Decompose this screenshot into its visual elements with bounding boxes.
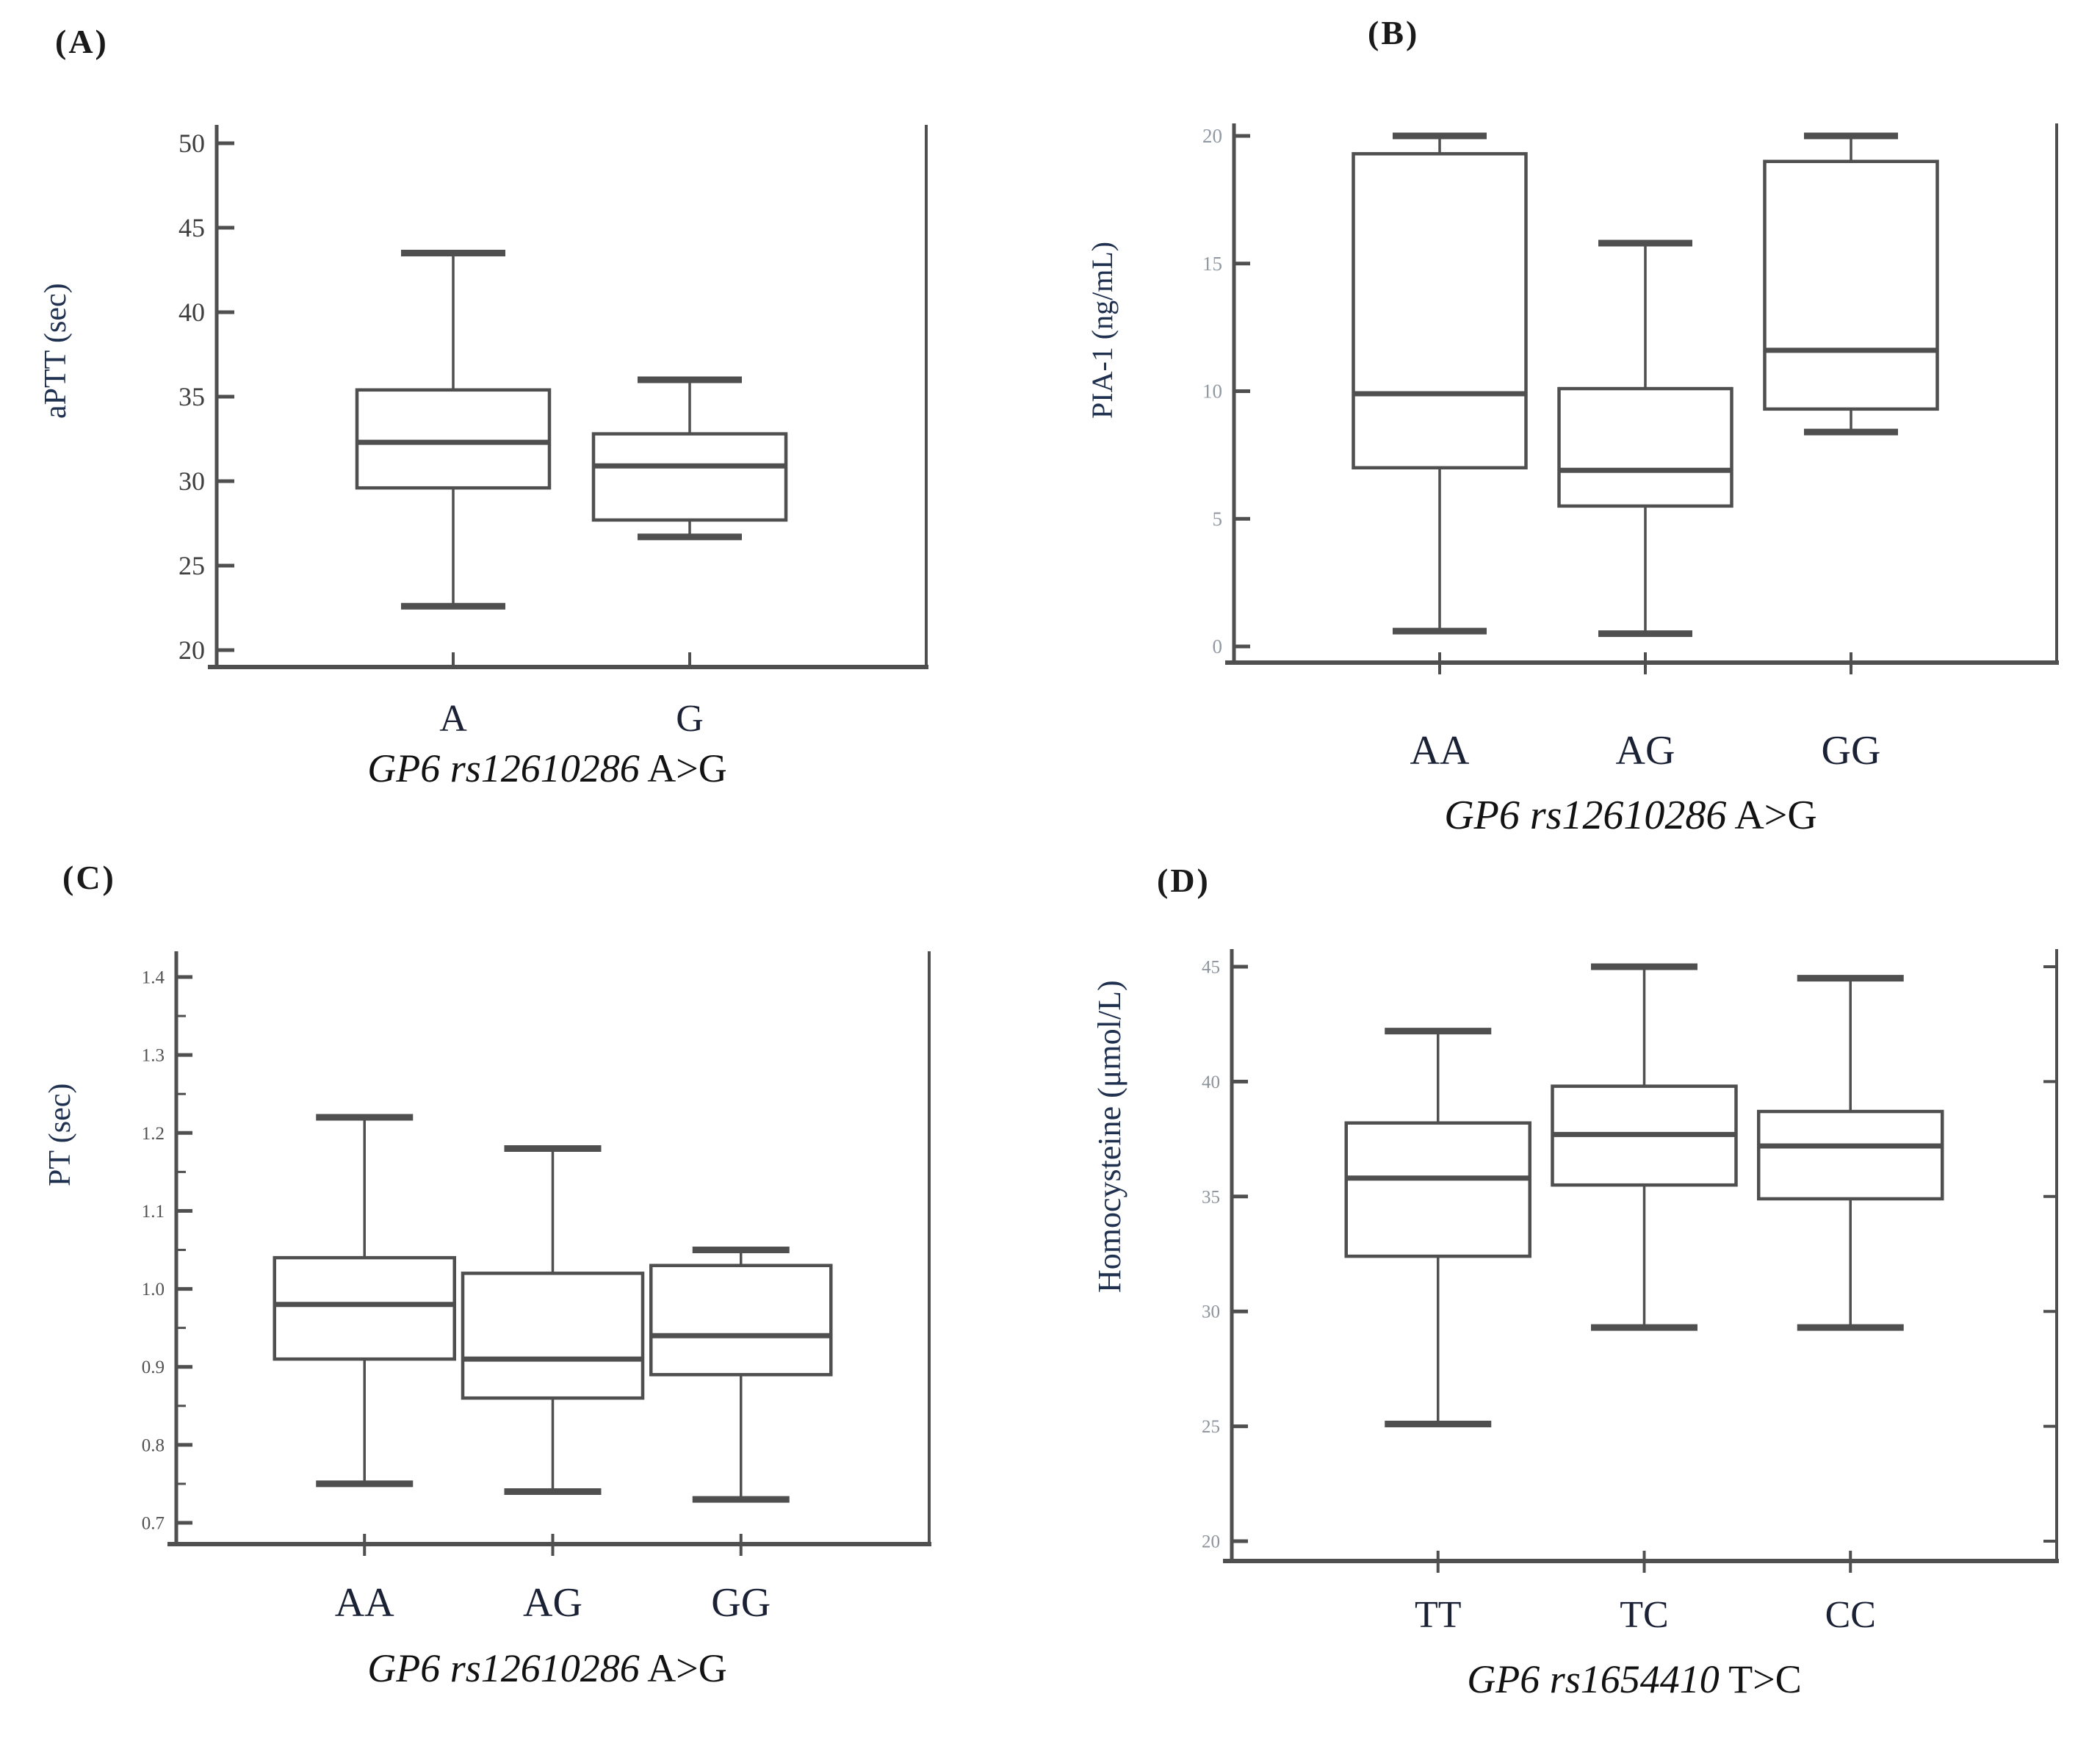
category-label: GG [1822,728,1881,774]
panel-a-boxplot: 20 25 30 35 40 45 50 A G [178,125,928,740]
y-tick-label: 25 [1202,1417,1220,1437]
panel-b-y-axis-title: PIA-1 (ng/mL) [1086,241,1119,419]
y-tick-label: 15 [1202,253,1222,275]
panel-d-title: GP6 rs1654410 T>C [1183,1657,2086,1702]
y-tick-label: 30 [178,466,205,496]
panel-c-y-axis-title: PT (sec) [43,1083,77,1186]
panel-b-tag: (B) [1368,14,1420,51]
y-tick-label: 35 [178,382,205,411]
category-label: AG [523,1580,582,1626]
panel-a-title: GP6 rs12610286 A>G [125,746,970,791]
category-label: AG [1616,728,1675,774]
panel-c-title-gene: GP6 rs12610286 [367,1646,640,1690]
panel-b-title-gene: GP6 rs12610286 [1444,793,1727,838]
category-label: TT [1415,1594,1462,1636]
y-tick-label: 20 [1202,125,1222,147]
box-GG [649,1247,833,1503]
box-A [355,250,552,610]
y-tick-label: 40 [178,298,205,327]
y-tick-label: 5 [1213,508,1223,530]
category-label: G [676,698,704,740]
y-tick-label: 1.3 [142,1046,165,1066]
panel-b-boxplot: 0 5 10 15 20 AA AG GG [1202,123,2059,774]
box-AG [1557,239,1733,638]
panel-b-title: GP6 rs12610286 A>G [1175,792,2086,839]
box-AG [461,1145,645,1496]
panel-c-boxplot: 0.7 0.8 0.9 1.0 1.1 1.2 1.3 1.4 AA AG GG [142,951,931,1626]
panel-d-title-allele: T>C [1719,1657,1802,1701]
y-tick-label: 50 [178,129,205,158]
box-TC [1551,963,1738,1331]
box-G [591,376,788,541]
y-tick-label: 1.2 [142,1124,165,1144]
panel-c-title: GP6 rs12610286 A>G [118,1645,977,1691]
panel-c-title-allele: A>G [639,1646,727,1690]
panel-d-title-gene: GP6 rs1654410 [1467,1657,1720,1701]
panel-a: (A) aPTT (sec) 20 25 30 35 40 45 50 A G GP6 rs12… [22,7,1028,845]
y-tick-label: 20 [178,635,205,665]
y-tick-label: 45 [178,213,205,242]
panel-a-title-gene: GP6 rs12610286 [367,746,640,790]
panel-d-y-axis-title: Homocysteine (μmol/L) [1092,980,1127,1293]
panel-c: (C) PT (sec) 0.7 0.8 0.9 1.0 1.1 1.2 1.3 1.4 AA A… [22,845,1028,1752]
category-label: AA [335,1580,394,1626]
panel-c-tag: (C) [62,859,116,896]
y-tick-label: 10 [1202,381,1222,403]
y-tick-label: 40 [1202,1073,1220,1092]
y-tick-label: 1.4 [142,968,165,988]
y-tick-label: 20 [1202,1532,1220,1552]
category-label: GG [711,1580,771,1626]
panel-a-title-allele: A>G [639,746,727,790]
y-tick-label: 1.1 [142,1202,165,1222]
box-AA [273,1114,456,1488]
category-label: TC [1620,1594,1668,1636]
panel-a-tag: (A) [55,23,109,60]
y-tick-label: 0.9 [142,1358,165,1377]
box-AA [1352,132,1528,635]
panel-d-tag: (D) [1157,862,1210,899]
box-CC [1757,975,1944,1331]
y-tick-label: 1.0 [142,1280,165,1299]
box-TT [1344,1028,1531,1427]
y-tick-label: 45 [1202,958,1220,978]
y-tick-label: 30 [1202,1302,1220,1322]
y-tick-label: 25 [178,551,205,580]
panel-b-title-allele: A>G [1726,793,1817,838]
category-label: A [439,698,467,740]
panel-d-boxplot: 20 25 30 35 40 45 TT TC CC [1202,949,2059,1636]
y-tick-label: 0 [1213,635,1223,657]
box-GG [1763,132,1939,436]
y-tick-label: 0.8 [142,1435,165,1455]
category-label: CC [1825,1594,1876,1636]
y-tick-label: 0.7 [142,1514,165,1534]
y-tick-label: 35 [1202,1187,1220,1207]
panel-b: (B) PIA-1 (ng/mL) 0 5 10 15 20 AA AG GG GP6 rs1… [1050,0,2100,882]
panel-a-y-axis-title: aPTT (sec) [39,283,73,419]
category-label: AA [1410,728,1470,774]
panel-d: (D) Homocysteine (μmol/L) 20 25 30 35 40 45 TT… [1050,845,2100,1752]
